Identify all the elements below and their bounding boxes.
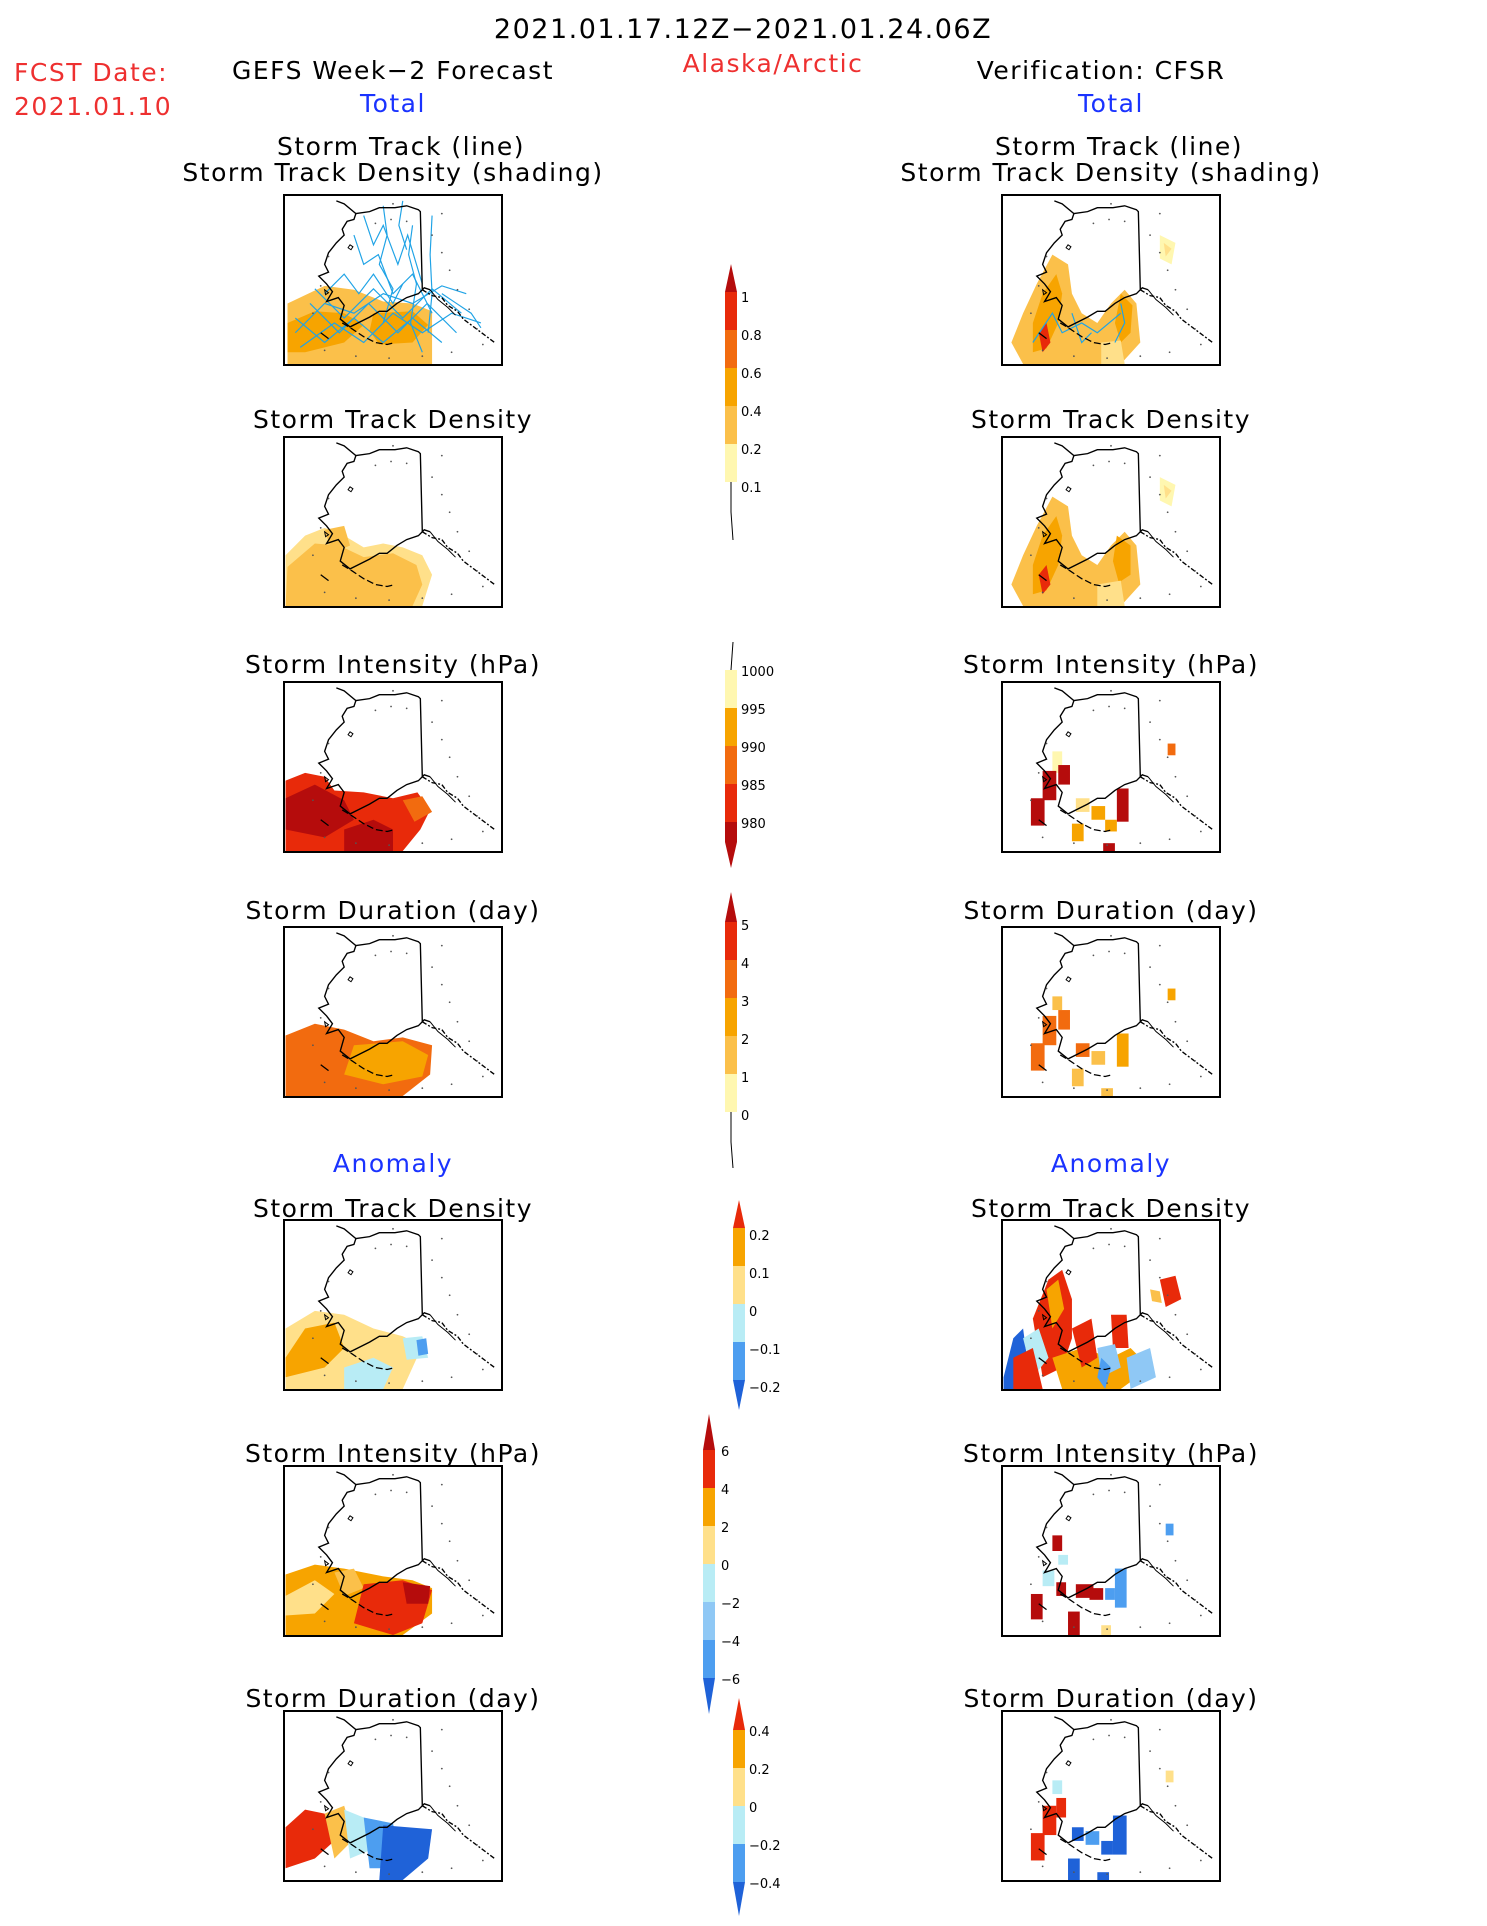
colorbar-tick-label: 3: [741, 995, 749, 1010]
colorbar-tick-label: 0.2: [749, 1763, 770, 1778]
map-intensity-anomaly-verification: [1001, 1465, 1221, 1637]
panel-title-intensity: Storm Intensity (hPa): [963, 650, 1259, 679]
region-title: Alaska/Arctic: [682, 49, 864, 78]
fcst-date-label: FCST Date:: [14, 58, 169, 87]
map-density-anomaly-forecast: [283, 1219, 503, 1391]
map-density-forecast: [283, 436, 503, 608]
panel-title-duration: Storm Duration (day): [245, 896, 541, 925]
colorbar-tick-label: 1: [741, 1071, 749, 1086]
colorbar-tick-label: 1: [741, 291, 749, 306]
colorbar-tick-label: 0.4: [741, 405, 762, 420]
panel-title-duration: Storm Duration (day): [963, 896, 1259, 925]
right-total-label: Total: [1078, 89, 1144, 118]
map-track-verification: [1001, 194, 1221, 366]
colorbar-tick-label: 0: [749, 1305, 757, 1320]
colorbar-tick-label: 1000: [741, 665, 774, 680]
fcst-date-value: 2021.01.10: [14, 92, 173, 121]
left-total-label: Total: [360, 89, 426, 118]
colorbar-tick-label: 0: [749, 1801, 757, 1816]
map-track-forecast: [283, 194, 503, 366]
panel-title-duration-anomaly: Storm Duration (day): [245, 1684, 541, 1713]
colorbar-duration-total: 5 4 3 2 1 0: [723, 890, 763, 1170]
colorbar-tick-label: −4: [721, 1635, 740, 1650]
colorbar-tick-label: 4: [741, 957, 749, 972]
colorbar-tick-label: −0.2: [749, 1839, 781, 1854]
colorbar-tick-label: −0.2: [749, 1381, 781, 1396]
colorbar-tick-label: 2: [721, 1521, 729, 1536]
colorbar-tick-label: 6: [721, 1445, 729, 1460]
panel-title-track-density-shading: Storm Track Density (shading): [182, 158, 604, 187]
left-column-title: GEFS Week−2 Forecast: [231, 56, 555, 85]
colorbar-intensity-anomaly: 6 4 2 0 −2 −4 −6: [701, 1412, 741, 1722]
panel-title-intensity: Storm Intensity (hPa): [245, 650, 541, 679]
colorbar-tick-label: 0: [721, 1559, 729, 1574]
colorbar-tick-label: 0.6: [741, 367, 762, 382]
map-duration-anomaly-forecast: [283, 1710, 503, 1882]
colorbar-density-anomaly: 0.2 0.1 0 −0.1 −0.2: [731, 1198, 781, 1438]
colorbar-tick-label: 0.2: [749, 1229, 770, 1244]
map-intensity-anomaly-forecast: [283, 1465, 503, 1637]
colorbar-tick-label: 5: [741, 919, 749, 934]
colorbar-tick-label: −2: [721, 1597, 740, 1612]
panel-title-duration-anomaly: Storm Duration (day): [963, 1684, 1259, 1713]
panel-title-density-anomaly: Storm Track Density: [970, 1194, 1252, 1223]
panel-title-density-anomaly: Storm Track Density: [252, 1194, 534, 1223]
panel-title-track-line: Storm Track (line): [994, 132, 1244, 161]
colorbar-density-total: 1 0.8 0.6 0.4 0.2 0.1: [723, 262, 763, 542]
colorbar-tick-label: 990: [741, 741, 766, 756]
panel-title-track-line: Storm Track (line): [276, 132, 526, 161]
colorbar-tick-label: −6: [721, 1673, 740, 1688]
map-density-verification: [1001, 436, 1221, 608]
colorbar-tick-label: 4: [721, 1483, 729, 1498]
panel-title-density: Storm Track Density: [970, 405, 1252, 434]
colorbar-tick-label: 0.8: [741, 329, 762, 344]
colorbar-tick-label: 985: [741, 779, 766, 794]
panel-title-intensity-anomaly: Storm Intensity (hPa): [245, 1439, 541, 1468]
colorbar-tick-label: −0.4: [749, 1877, 781, 1892]
right-column-title: Verification: CFSR: [976, 56, 1226, 85]
colorbar-tick-label: 0.1: [741, 481, 762, 496]
map-duration-verification: [1001, 926, 1221, 1098]
map-intensity-forecast: [283, 681, 503, 853]
panel-title-track-density-shading: Storm Track Density (shading): [900, 158, 1322, 187]
colorbar-intensity-total: 1000 995 990 985 980: [723, 640, 774, 880]
map-duration-forecast: [283, 926, 503, 1098]
colorbar-tick-label: 0.2: [741, 443, 762, 458]
map-intensity-verification: [1001, 681, 1221, 853]
colorbar-tick-label: 0.1: [749, 1267, 770, 1282]
colorbar-duration-anomaly: 0.4 0.2 0 −0.2 −0.4: [731, 1696, 781, 1926]
colorbar-tick-label: 2: [741, 1033, 749, 1048]
right-anomaly-label: Anomaly: [1050, 1149, 1172, 1178]
left-anomaly-label: Anomaly: [332, 1149, 454, 1178]
map-duration-anomaly-verification: [1001, 1710, 1221, 1882]
date-range-title: 2021.01.17.12Z−2021.01.24.06Z: [493, 14, 993, 45]
panel-title-intensity-anomaly: Storm Intensity (hPa): [963, 1439, 1259, 1468]
map-density-anomaly-verification: [1001, 1219, 1221, 1391]
colorbar-tick-label: 0: [741, 1109, 749, 1124]
colorbar-tick-label: 980: [741, 817, 766, 832]
colorbar-tick-label: 995: [741, 703, 766, 718]
panel-title-density: Storm Track Density: [252, 405, 534, 434]
colorbar-tick-label: −0.1: [749, 1343, 781, 1358]
colorbar-tick-label: 0.4: [749, 1725, 770, 1740]
